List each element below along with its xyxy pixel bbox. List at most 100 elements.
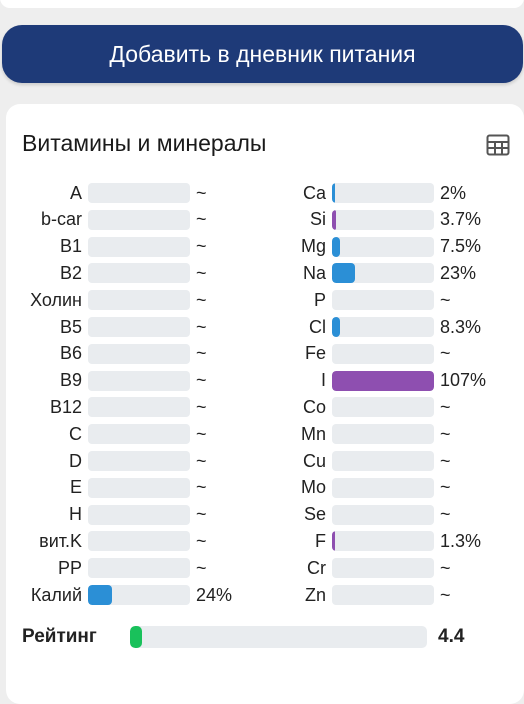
vitamin-label: H bbox=[69, 504, 82, 525]
vitamin-bar bbox=[88, 424, 190, 445]
mineral-bar bbox=[332, 263, 434, 284]
mineral-bar-fill bbox=[332, 317, 340, 337]
vitamin-value: ~ bbox=[196, 477, 207, 498]
vitamin-label: B12 bbox=[49, 396, 82, 417]
mineral-value: ~ bbox=[440, 396, 451, 417]
mineral-label: Mg bbox=[300, 236, 326, 257]
mineral-bar bbox=[332, 477, 434, 498]
vitamin-value: ~ bbox=[196, 396, 207, 417]
vitamin-bar bbox=[88, 263, 190, 284]
vitamin-bar bbox=[88, 585, 190, 605]
add-to-food-diary-button[interactable]: Добавить в дневник питания bbox=[2, 25, 523, 83]
mineral-bar bbox=[332, 317, 434, 337]
vitamin-bar-fill bbox=[88, 585, 112, 605]
mineral-bar-fill bbox=[332, 531, 335, 552]
mineral-row-si: Si 3.7% bbox=[268, 209, 500, 231]
mineral-row-mn: Mn ~ bbox=[268, 423, 500, 445]
vitamin-value: ~ bbox=[196, 316, 207, 337]
vitamin-value: ~ bbox=[196, 262, 207, 283]
vitamin-bar bbox=[88, 477, 190, 498]
rating-bar-fill bbox=[130, 626, 142, 648]
mineral-bar bbox=[332, 397, 434, 418]
vitamin-row-b2: B2 ~ bbox=[14, 262, 240, 284]
mineral-row-cu: Cu ~ bbox=[268, 450, 500, 472]
vitamin-bar bbox=[88, 343, 190, 364]
vitamin-bar bbox=[88, 290, 190, 311]
mineral-value: ~ bbox=[440, 557, 451, 578]
mineral-bar bbox=[332, 343, 434, 364]
mineral-row-fe: Fe ~ bbox=[268, 343, 500, 365]
mineral-value: ~ bbox=[440, 343, 451, 364]
mineral-bar bbox=[332, 451, 434, 471]
mineral-value: ~ bbox=[440, 289, 451, 310]
vitamin-label: b-car bbox=[40, 209, 82, 230]
mineral-label: F bbox=[315, 530, 326, 551]
vitamin-value: ~ bbox=[196, 423, 207, 444]
mineral-bar-fill bbox=[332, 209, 336, 230]
mineral-bar-fill bbox=[332, 370, 434, 391]
mineral-bar bbox=[332, 290, 434, 311]
mineral-label: Na bbox=[302, 262, 326, 283]
mineral-label: Cl bbox=[309, 316, 326, 337]
vitamin-label: вит.K bbox=[39, 530, 82, 551]
mineral-label: Ca bbox=[302, 182, 326, 203]
vitamin-row-холин: Холин ~ bbox=[14, 289, 240, 311]
vitamins-minerals-card: Витамины и минералы A ~ b-car ~ B1 ~ B2 ~ Холин ~… bbox=[6, 104, 524, 704]
vitamin-value: ~ bbox=[196, 182, 207, 203]
card-title: Витамины и минералы bbox=[22, 130, 267, 156]
vitamin-row-калий: Калий 24% bbox=[14, 584, 240, 606]
mineral-row-zn: Zn ~ bbox=[268, 584, 500, 606]
vitamin-row-e: E ~ bbox=[14, 477, 240, 499]
vitamin-bar bbox=[88, 209, 190, 230]
vitamin-bar bbox=[88, 504, 190, 525]
mineral-bar bbox=[332, 370, 434, 391]
mineral-bar bbox=[332, 504, 434, 525]
vitamin-value: ~ bbox=[196, 450, 207, 471]
mineral-bar bbox=[332, 558, 434, 579]
mineral-row-na: Na 23% bbox=[268, 262, 500, 284]
vitamin-value: ~ bbox=[196, 557, 207, 578]
vitamin-label: D bbox=[69, 450, 82, 471]
vitamin-row-pp: PP ~ bbox=[14, 557, 240, 579]
mineral-bar bbox=[332, 209, 434, 230]
mineral-value: 8.3% bbox=[440, 316, 482, 337]
mineral-label: Mo bbox=[300, 477, 326, 498]
vitamin-bar bbox=[88, 451, 190, 471]
mineral-label: Cu bbox=[302, 450, 326, 471]
mineral-label: Co bbox=[302, 396, 326, 417]
mineral-label: Se bbox=[303, 504, 326, 525]
mineral-bar bbox=[332, 585, 434, 605]
mineral-value: ~ bbox=[440, 584, 451, 605]
vitamin-bar bbox=[88, 397, 190, 418]
vitamin-row-d: D ~ bbox=[14, 450, 240, 472]
previous-card-bottom bbox=[0, 0, 524, 8]
mineral-value: 7.5% bbox=[440, 236, 482, 257]
mineral-label: Zn bbox=[304, 584, 326, 605]
vitamin-bar bbox=[88, 531, 190, 552]
mineral-label: Cr bbox=[307, 557, 326, 578]
vitamin-label: Холин bbox=[30, 289, 82, 310]
table-grid-icon[interactable] bbox=[486, 134, 510, 156]
mineral-value: ~ bbox=[440, 504, 451, 525]
vitamin-row-вит-k: вит.K ~ bbox=[14, 530, 240, 552]
vitamin-row-b5: B5 ~ bbox=[14, 316, 240, 338]
vitamin-bar bbox=[88, 558, 190, 579]
vitamin-value: ~ bbox=[196, 289, 207, 310]
mineral-bar bbox=[332, 424, 434, 445]
mineral-bar-fill bbox=[332, 263, 355, 284]
mineral-value: 1.3% bbox=[440, 530, 482, 551]
vitamin-row-b-car: b-car ~ bbox=[14, 209, 240, 231]
mineral-bar-fill bbox=[332, 236, 340, 257]
mineral-label: Si bbox=[309, 209, 326, 230]
mineral-value: ~ bbox=[440, 477, 451, 498]
vitamin-label: Калий bbox=[30, 584, 82, 605]
vitamin-value: ~ bbox=[196, 504, 207, 525]
vitamin-bar bbox=[88, 317, 190, 337]
mineral-row-mg: Mg 7.5% bbox=[268, 236, 500, 258]
vitamin-value: ~ bbox=[196, 530, 207, 551]
mineral-row-co: Co ~ bbox=[268, 396, 500, 418]
mineral-row-cr: Cr ~ bbox=[268, 557, 500, 579]
rating-bar bbox=[130, 626, 427, 648]
vitamin-row-b9: B9 ~ bbox=[14, 370, 240, 392]
vitamin-row-b1: B1 ~ bbox=[14, 236, 240, 258]
